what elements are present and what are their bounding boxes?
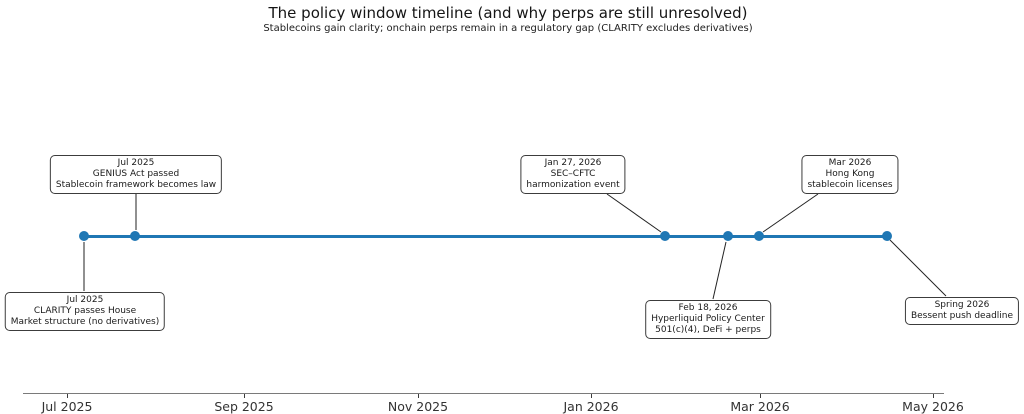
x-axis-line (23, 393, 944, 394)
x-tick-mark (591, 394, 592, 398)
annotation-line: SEC–CFTC (550, 169, 596, 179)
x-tick-mark (418, 394, 419, 398)
event-annotation: Spring 2026 Bessent push deadline (904, 297, 1020, 325)
annotation-line: Spring 2026 (934, 300, 990, 310)
annotation-line: harmonization event (526, 180, 620, 190)
annotation-line: Mar 2026 (828, 158, 872, 168)
annotation-line: Market structure (no derivatives) (10, 317, 160, 327)
annotation-line: Jul 2025 (66, 295, 104, 305)
x-tick-label: Jul 2025 (41, 399, 93, 414)
event-dot (130, 231, 140, 241)
annotation-line: GENIUS Act passed (92, 169, 180, 179)
event-dot (754, 231, 764, 241)
connector-line (606, 193, 662, 233)
annotation-line: Jul 2025 (117, 158, 155, 168)
annotation-line: Jan 27, 2026 (544, 158, 602, 168)
annotation-line: Stablecoin framework becomes law (55, 180, 217, 190)
annotation-line: CLARITY passes House (33, 306, 137, 316)
annotation-line: 501(c)(4), DeFi + perps (655, 325, 761, 335)
event-annotation: Feb 18, 2026 Hyperliquid Policy Center 501… (645, 300, 771, 339)
x-tick-mark (760, 394, 761, 398)
annotation-line: Hong Kong (825, 169, 875, 179)
event-annotation: Mar 2026 Hong Kong stablecoin licenses (801, 155, 899, 194)
event-annotation: Jan 27, 2026 SEC–CFTC harmonization event (520, 155, 626, 194)
x-tick-label: Sep 2025 (214, 399, 274, 414)
connector-line (712, 241, 727, 300)
chart-subtitle: Stablecoins gain clarity; onchain perps … (263, 23, 753, 34)
x-tick-label: Nov 2025 (387, 399, 449, 414)
x-tick-mark (244, 394, 245, 398)
connector-line (889, 239, 947, 297)
connector-line (762, 193, 819, 233)
annotation-line: Hyperliquid Policy Center (651, 314, 765, 324)
timeline-line (84, 234, 887, 238)
x-tick-mark (933, 394, 934, 398)
annotation-line: Feb 18, 2026 (678, 303, 738, 313)
event-annotation: Jul 2025 CLARITY passes House Market struc… (4, 292, 166, 331)
x-tick-mark (67, 394, 68, 398)
chart-title: The policy window timeline (and why perp… (268, 4, 748, 22)
event-annotation: Jul 2025 GENIUS Act passed Stablecoin fram… (49, 155, 223, 194)
x-tick-label: Mar 2026 (730, 399, 790, 414)
event-dot (79, 231, 89, 241)
event-dot (660, 231, 670, 241)
event-dot (723, 231, 733, 241)
x-tick-label: Jan 2026 (563, 399, 619, 414)
annotation-line: stablecoin licenses (807, 180, 893, 190)
x-tick-label: May 2026 (902, 399, 964, 414)
event-dot (882, 231, 892, 241)
annotation-line: Bessent push deadline (910, 311, 1014, 321)
